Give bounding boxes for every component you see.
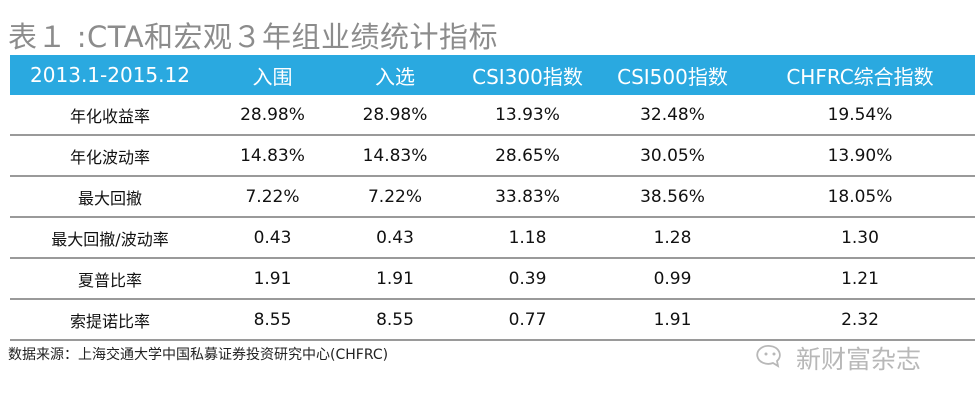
watermark-text: 新财富杂志 — [796, 345, 922, 374]
table-row: 年化波动率 14.83% 14.83% 28.65% 30.05% 13.90% — [10, 135, 975, 177]
table-cell: 14.83% — [335, 135, 455, 177]
header-row: 2013.1-2015.12 入围 入选 CSI300指数 CSI500指数 CHFRC综… — [10, 55, 975, 95]
table-cell: 1.91 — [600, 299, 745, 341]
table-row: 索提诺比率 8.55 8.55 0.77 1.91 2.32 — [10, 299, 975, 341]
table-cell: 0.43 — [210, 217, 335, 259]
column-header: CSI500指数 — [600, 55, 745, 95]
table-cell: 0.77 — [455, 299, 600, 341]
column-header: CHFRC综合指数 — [745, 55, 975, 95]
table-title: 表１ :CTA和宏观３年组业绩统计指标 — [8, 20, 499, 54]
column-header: 入围 — [210, 55, 335, 95]
row-label: 索提诺比率 — [10, 299, 210, 341]
table-cell: 1.30 — [745, 217, 975, 259]
table-cell: 2.32 — [745, 299, 975, 341]
table-cell: 33.83% — [455, 176, 600, 218]
table-row: 夏普比率 1.91 1.91 0.39 0.99 1.21 — [10, 258, 975, 300]
table-cell: 13.90% — [745, 135, 975, 177]
table-cell: 0.43 — [335, 217, 455, 259]
table-cell: 13.93% — [455, 95, 600, 136]
column-header: 2013.1-2015.12 — [10, 55, 210, 95]
row-label: 年化波动率 — [10, 135, 210, 177]
watermark: 新财富杂志 — [756, 340, 921, 376]
column-header: CSI300指数 — [455, 55, 600, 95]
table-cell: 18.05% — [745, 176, 975, 218]
row-label: 夏普比率 — [10, 258, 210, 300]
row-label: 最大回撤/波动率 — [10, 217, 210, 259]
table-cell: 28.98% — [210, 95, 335, 136]
table-cell: 32.48% — [600, 95, 745, 136]
source-note: 数据来源：上海交通大学中国私募证券投资研究中心(CHFRC) — [8, 347, 389, 363]
table-cell: 7.22% — [335, 176, 455, 218]
table-cell: 38.56% — [600, 176, 745, 218]
row-label: 最大回撤 — [10, 176, 210, 218]
column-header: 入选 — [335, 55, 455, 95]
table-cell: 28.65% — [455, 135, 600, 177]
wechat-icon — [756, 345, 781, 368]
table-cell: 1.21 — [745, 258, 975, 300]
row-label: 年化收益率 — [10, 95, 210, 136]
statistics-table: 2013.1-2015.12 入围 入选 CSI300指数 CSI500指数 CHFRC综… — [10, 55, 975, 341]
table-cell: 19.54% — [745, 95, 975, 136]
table-cell: 1.91 — [335, 258, 455, 300]
table-cell: 7.22% — [210, 176, 335, 218]
table-cell: 0.39 — [455, 258, 600, 300]
table-cell: 14.83% — [210, 135, 335, 177]
table-cell: 30.05% — [600, 135, 745, 177]
table-row: 最大回撤 7.22% 7.22% 33.83% 38.56% 18.05% — [10, 176, 975, 218]
table-cell: 1.28 — [600, 217, 745, 259]
table-cell: 0.99 — [600, 258, 745, 300]
table-cell: 1.18 — [455, 217, 600, 259]
table-cell: 1.91 — [210, 258, 335, 300]
table-cell: 8.55 — [210, 299, 335, 341]
table-row: 年化收益率 28.98% 28.98% 13.93% 32.48% 19.54% — [10, 95, 975, 136]
table-cell: 8.55 — [335, 299, 455, 341]
table-cell: 28.98% — [335, 95, 455, 136]
table-row: 最大回撤/波动率 0.43 0.43 1.18 1.28 1.30 — [10, 217, 975, 259]
